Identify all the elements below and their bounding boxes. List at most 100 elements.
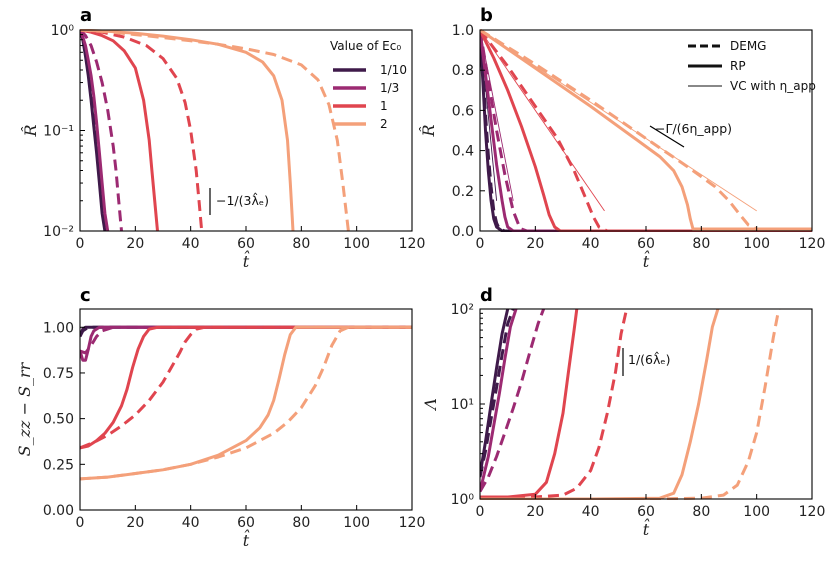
- series-group-c: [80, 325, 412, 481]
- ytick-label-b: 0.6: [452, 103, 474, 119]
- ytick-label-c: 0.25: [43, 457, 74, 473]
- legend-a-label-1: 1/10: [380, 63, 407, 77]
- series-d-1-10-demg: [480, 308, 515, 478]
- xtick-label-c: 120: [399, 515, 426, 531]
- xtick-label-c: 80: [292, 515, 310, 531]
- panel-label-a: a: [80, 5, 92, 26]
- series-c-1-demg: [80, 325, 412, 450]
- xtick-label-d: 40: [582, 504, 600, 520]
- legend-a-label-3: 1: [380, 99, 388, 113]
- xtick-label-d: 0: [476, 504, 485, 520]
- xtick-label-b: 40: [582, 236, 600, 252]
- xtick-label-c: 0: [76, 515, 85, 531]
- series-d-1-3-rp: [480, 308, 518, 492]
- xtick-label-a: 120: [399, 236, 426, 252]
- series-b-1-3-vc: [480, 29, 514, 201]
- xtick-label-b: 80: [692, 236, 710, 252]
- panel-c: 0 20 40 60 80 100 120 0.00 0.25 0.50 0.75 1.00 t̂ S_z…: [15, 308, 426, 550]
- series-a-1-rp: [80, 29, 159, 232]
- legend-a-label-2: 1/3: [380, 81, 399, 95]
- series-c-1-rp: [80, 325, 412, 450]
- xtick-label-c: 20: [126, 515, 144, 531]
- legend-b-label-rp: RP: [730, 59, 746, 73]
- legend-b-label-demg: DEMG: [730, 39, 766, 53]
- xlabel-a: t̂: [243, 251, 250, 271]
- series-b-1-10-rp: [480, 29, 812, 232]
- series-d-1-demg: [480, 308, 629, 499]
- ytick-label-c: 0.75: [43, 366, 74, 382]
- xtick-label-b: 100: [743, 236, 770, 252]
- series-b-2-rp: [480, 29, 812, 231]
- annotation-a: −1/(3λ̂ₑ): [216, 192, 269, 208]
- legend-a-title: Value of Ec₀: [330, 39, 401, 53]
- panel-b: 0 20 40 60 80 100 120 0.0 0.2 0.4 0.6 0.8 1.0 t̂ R̂: [419, 23, 825, 271]
- series-d-1-3-demg: [480, 308, 546, 493]
- ytick-label-d: 10⁰: [451, 492, 475, 508]
- xtick-label-d: 20: [526, 504, 544, 520]
- ytick-label-d: 10¹: [451, 397, 474, 413]
- ytick-label-b: 0.0: [452, 224, 474, 240]
- xtick-label-c: 60: [237, 515, 255, 531]
- xtick-label-d: 60: [637, 504, 655, 520]
- series-a-1-10-demg: [80, 29, 108, 232]
- annotation-d: 1/(6λ̂ₑ): [628, 351, 670, 367]
- axes-frame-c: [79, 308, 413, 511]
- xtick-label-d: 80: [692, 504, 710, 520]
- series-a-1-3-rp: [80, 29, 110, 232]
- ytick-label-b: 0.8: [452, 63, 474, 79]
- ytick-label-b: 0.4: [452, 144, 474, 160]
- ytick-label-b: 0.2: [452, 184, 474, 200]
- xtick-label-b: 0: [476, 236, 485, 252]
- ytick-label-a: 10⁻²: [43, 224, 74, 240]
- series-c-1-10-demg: [80, 325, 412, 338]
- ytick-label-a: 10⁰: [51, 23, 75, 39]
- xlabel-b: t̂: [643, 251, 650, 271]
- series-b-1-3-rp: [480, 29, 812, 232]
- xtick-label-c: 100: [343, 515, 370, 531]
- xtick-label-a: 100: [343, 236, 370, 252]
- panel-label-b: b: [480, 5, 493, 26]
- series-a-1-demg: [80, 29, 204, 232]
- series-b-1-3-demg: [480, 29, 812, 232]
- series-d-2-demg: [480, 308, 781, 500]
- series-b-1-demg: [480, 29, 812, 232]
- panel-a: 0 20 40 60 80 100 120 10⁰ 10⁻¹ 10⁻² t̂ R̂: [21, 23, 425, 271]
- ytick-label-c: 0.50: [43, 412, 74, 428]
- slope-marker-b: [649, 125, 685, 148]
- legend-a: Value of Ec₀ 1/10 1/3 1 2: [330, 39, 407, 131]
- xtick-label-a: 60: [237, 236, 255, 252]
- series-c-2-demg: [80, 325, 412, 481]
- xtick-label-b: 120: [799, 236, 826, 252]
- xlabel-d: t̂: [643, 519, 650, 539]
- ylabel-a: R̂: [21, 124, 40, 137]
- ytick-label-d: 10²: [451, 302, 474, 318]
- panel-label-c: c: [80, 285, 91, 306]
- series-b-2-vc: [480, 29, 757, 212]
- series-c-1-3-demg: [80, 325, 412, 355]
- xtick-label-b: 60: [637, 236, 655, 252]
- annotation-b: −Γ/(6η_app): [655, 121, 732, 136]
- ytick-label-c: 0.00: [43, 503, 74, 519]
- series-c-1-3-rp: [80, 325, 412, 362]
- series-group-d: [480, 308, 781, 500]
- xtick-label-d: 120: [799, 504, 826, 520]
- xtick-label-b: 20: [526, 236, 544, 252]
- legend-a-label-4: 2: [380, 117, 388, 131]
- series-c-2-rp: [80, 325, 412, 481]
- series-a-2-demg: [80, 29, 350, 232]
- series-b-1-vc: [480, 29, 605, 212]
- xtick-label-a: 20: [126, 236, 144, 252]
- ytick-label-b: 1.0: [452, 23, 474, 39]
- panel-label-d: d: [480, 285, 493, 306]
- xtick-label-d: 100: [743, 504, 770, 520]
- ylabel-d: Λ: [421, 398, 440, 412]
- series-a-1-3-demg: [80, 29, 123, 232]
- xtick-label-a: 0: [76, 236, 85, 252]
- series-b-1-rp: [480, 29, 812, 232]
- ytick-label-c: 1.00: [43, 320, 74, 336]
- series-b-2-demg: [480, 29, 812, 231]
- xtick-label-a: 80: [292, 236, 310, 252]
- ylabel-b: R̂: [419, 124, 438, 137]
- xtick-label-a: 40: [182, 236, 200, 252]
